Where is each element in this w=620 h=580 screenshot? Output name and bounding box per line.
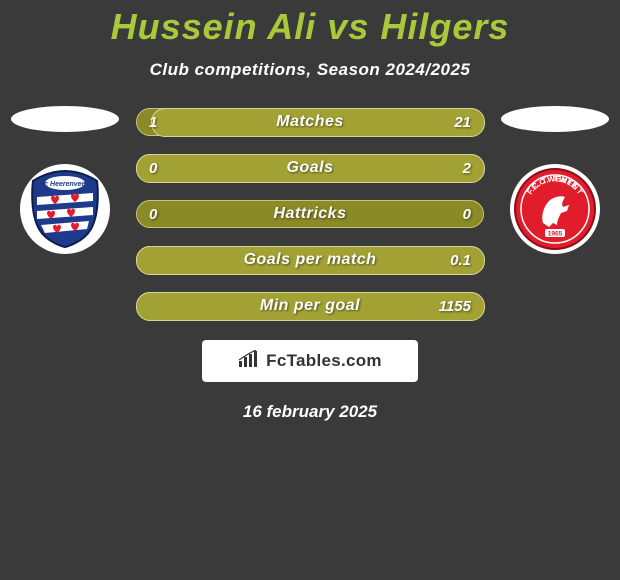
right-club-logo: F.C. TWENTE F.C. TWENTE 1965 [510,164,600,254]
comparison-date: 16 february 2025 [243,402,377,422]
stats-column: 1 Matches 21 0 Goals 2 0 Hattricks 0 Goals per ma… [136,106,484,320]
stat-left-value: 0 [149,160,157,177]
comparison-card: Hussein Ali vs Hilgers Club competitions… [0,0,620,580]
stat-right-value: 0.1 [450,252,471,269]
stat-label: Min per goal [260,297,360,315]
stat-right-value: 21 [454,114,471,131]
stat-label: Goals [287,159,334,177]
left-column: sc Heerenveen [10,106,120,254]
stat-right-value: 0 [463,206,471,223]
subtitle: Club competitions, Season 2024/2025 [150,60,471,80]
stat-right-value: 2 [463,160,471,177]
stat-bar: Goals per match 0.1 [136,246,484,274]
footer-brand-badge: FcTables.com [202,340,418,382]
stat-left-value: 1 [149,114,157,131]
stat-bar: 0 Goals 2 [136,154,484,182]
stat-right-value: 1155 [439,298,471,315]
stat-left-value: 0 [149,206,157,223]
right-player-placeholder [501,106,609,132]
heerenveen-logo-icon: sc Heerenveen [23,167,107,251]
main-row: sc Heerenveen 1 Matches 21 0 Goals 2 0 Hattrick… [0,106,620,320]
bar-chart-icon [238,350,260,373]
svg-text:1965: 1965 [548,231,563,238]
twente-logo-icon: F.C. TWENTE F.C. TWENTE 1965 [513,167,597,251]
left-club-logo: sc Heerenveen [20,164,110,254]
stat-label: Goals per match [244,251,377,269]
stat-bar: 1 Matches 21 [136,108,484,136]
right-column: F.C. TWENTE F.C. TWENTE 1965 [500,106,610,254]
stat-bar: 0 Hattricks 0 [136,200,484,228]
stat-label: Matches [276,113,344,131]
svg-text:sc Heerenveen: sc Heerenveen [40,181,89,188]
page-title: Hussein Ali vs Hilgers [111,6,510,48]
footer-brand-text: FcTables.com [266,351,382,371]
stat-label: Hattricks [274,205,347,223]
stat-bar: Min per goal 1155 [136,292,484,320]
left-player-placeholder [11,106,119,132]
